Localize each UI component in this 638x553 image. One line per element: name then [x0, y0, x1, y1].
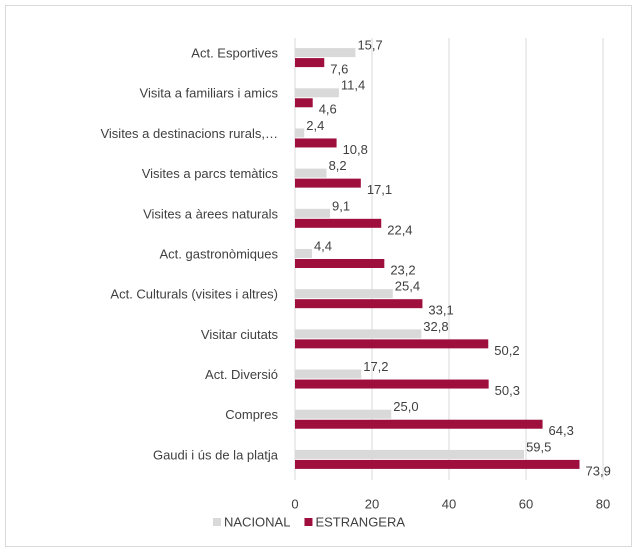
x-tick-label: 0	[291, 496, 298, 511]
legend-label: NACIONAL	[224, 514, 290, 529]
data-label: 73,9	[586, 463, 611, 478]
x-tick-label: 80	[596, 496, 610, 511]
bar	[295, 58, 325, 68]
bar	[295, 259, 385, 268]
data-label: 32,8	[423, 319, 448, 334]
bar	[295, 379, 489, 389]
data-label: 25,0	[393, 399, 418, 414]
y-tick-label: Visites a destinacions rurals,…	[100, 126, 278, 141]
y-tick-label: Visitar ciutats	[201, 327, 279, 342]
bar	[295, 178, 361, 188]
legend-swatch	[213, 518, 221, 526]
bar	[295, 138, 337, 148]
x-tick-label: 40	[442, 496, 456, 511]
bar	[295, 98, 313, 108]
data-label: 4,4	[314, 238, 332, 253]
data-label: 23,2	[390, 262, 415, 277]
bar	[295, 48, 356, 58]
bar	[295, 409, 392, 419]
bar	[295, 128, 305, 138]
data-label: 8,2	[329, 158, 347, 173]
bar	[295, 218, 382, 228]
bar	[295, 289, 393, 299]
bar	[295, 449, 525, 459]
data-label: 2,4	[306, 118, 324, 133]
y-tick-label: Compres	[225, 407, 278, 422]
data-label: 17,1	[367, 182, 392, 197]
data-label: 25,4	[395, 279, 420, 294]
data-label: 50,2	[494, 343, 519, 358]
legend-swatch	[304, 518, 313, 526]
y-tick-label: Visites a àrees naturals	[143, 206, 278, 221]
data-label: 64,3	[549, 423, 574, 438]
y-tick-label: Gaudi i ús de la platja	[153, 447, 279, 462]
data-label: 7,6	[330, 62, 348, 77]
data-label: 50,3	[495, 383, 520, 398]
data-label: 33,1	[428, 303, 453, 318]
y-tick-label: Act. gastronòmiques	[159, 246, 278, 261]
x-tick-label: 20	[365, 496, 379, 511]
data-label: 59,5	[526, 439, 551, 454]
data-label: 11,4	[341, 78, 365, 93]
bar	[295, 88, 339, 98]
bar	[295, 459, 580, 469]
bar	[295, 208, 331, 218]
y-tick-label: Act. Diversió	[205, 367, 278, 382]
data-label: 22,4	[387, 222, 412, 237]
legend-label: ESTRANGERA	[315, 514, 405, 529]
bar	[295, 299, 423, 309]
data-label: 4,6	[319, 102, 337, 117]
y-tick-label: Visites a parcs temàtics	[142, 166, 279, 181]
y-tick-label: Act. Culturals (visites i altres)	[110, 287, 278, 302]
bar	[295, 419, 543, 429]
data-label: 15,7	[357, 38, 382, 53]
bar	[295, 249, 312, 258]
bar	[295, 339, 489, 349]
data-label: 10,8	[343, 142, 368, 157]
bar	[295, 329, 422, 339]
data-label: 9,1	[332, 198, 350, 213]
bar	[295, 369, 362, 379]
bar	[295, 168, 327, 178]
y-tick-label: Act. Esportives	[191, 46, 278, 61]
x-tick-label: 60	[519, 496, 533, 511]
data-label: 17,2	[363, 359, 388, 374]
y-tick-label: Visita a familiars i amics	[140, 86, 279, 101]
